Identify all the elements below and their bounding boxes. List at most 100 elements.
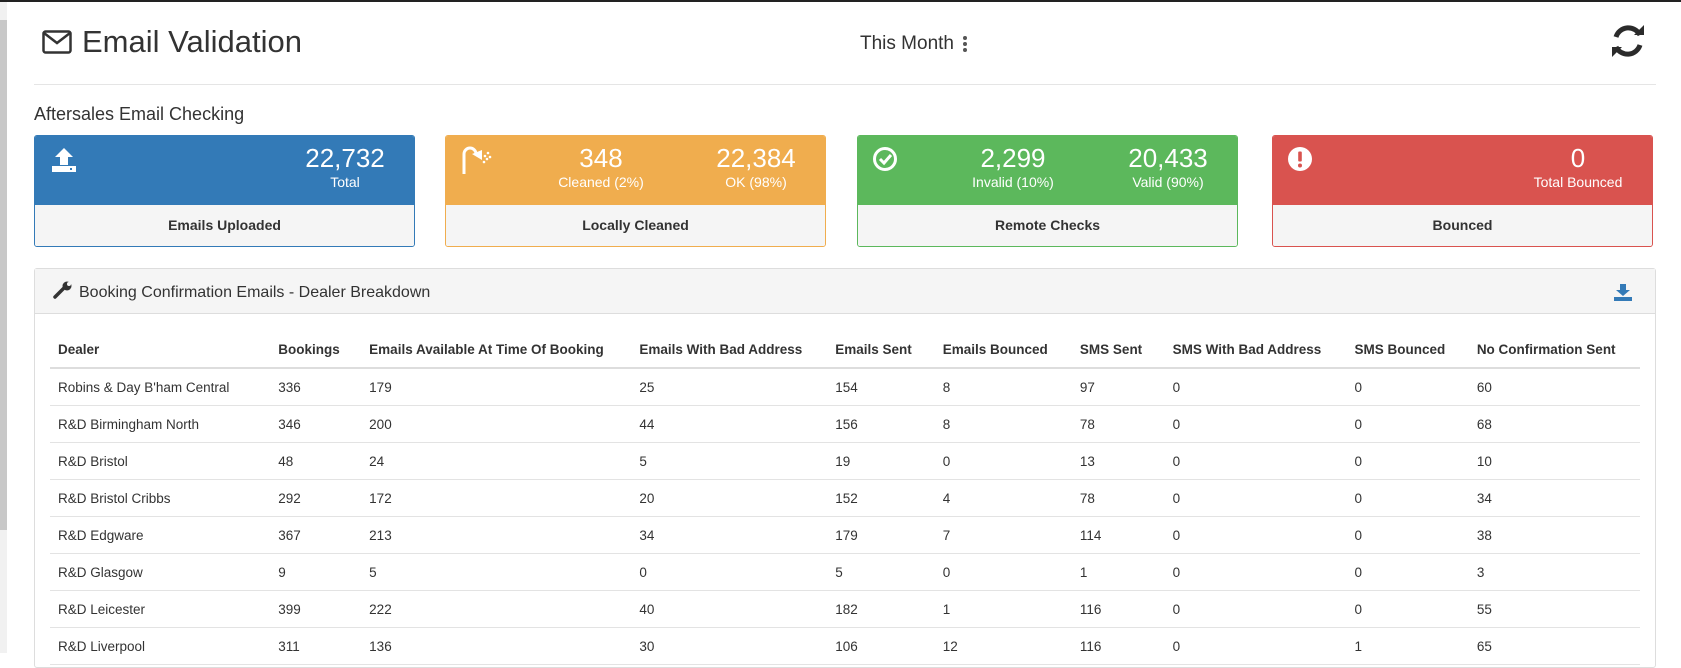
table-cell: 60: [1468, 368, 1640, 406]
table-cell: 0: [1164, 627, 1347, 665]
table-cell: 172: [361, 479, 632, 517]
stat-valid-label: Valid (90%): [1132, 174, 1204, 190]
vertical-dots-icon[interactable]: [962, 34, 967, 54]
table-cell: 34: [1468, 479, 1640, 517]
card-remote-checks-top: 2,299 Invalid (10%) 20,433 Valid (90%): [858, 136, 1237, 204]
table-cell: 5: [631, 442, 828, 480]
table-row: R&D Bristol Cribbs 292 172 20 152 4 78 0 0 34: [50, 479, 1640, 517]
dealer-name-cell: Robins & Day B'ham Central: [50, 368, 271, 406]
table-cell: 1: [1071, 553, 1165, 591]
stat-cleaned: 348 Cleaned (2%): [536, 143, 666, 191]
table-cell: 116: [1071, 590, 1165, 628]
table-row: R&D Liverpool 311 136 30 106 12 116 0 1 65: [50, 627, 1640, 665]
page-title: Email Validation: [82, 24, 302, 59]
table-cell: 0: [1346, 479, 1469, 517]
table-cell: 0: [1346, 442, 1469, 480]
upload-icon: [49, 146, 79, 176]
table-cell: 5: [361, 553, 632, 591]
table-cell: 213: [361, 516, 632, 554]
table-cell: 5: [827, 553, 935, 591]
window-top-border: [0, 0, 1681, 2]
table-cell: 13: [1071, 442, 1165, 480]
column-header[interactable]: Dealer: [50, 331, 271, 369]
table-cell: 0: [934, 442, 1072, 480]
table-cell: 0: [1346, 590, 1469, 628]
stat-ok-label: OK (98%): [725, 174, 787, 190]
table-cell: 7: [934, 516, 1072, 554]
column-header[interactable]: No Confirmation Sent: [1468, 331, 1640, 369]
panel-header: Booking Confirmation Emails - Dealer Bre…: [35, 269, 1655, 314]
dealer-name-cell: R&D Bristol Cribbs: [50, 479, 271, 517]
column-header[interactable]: SMS With Bad Address: [1164, 331, 1347, 369]
table-cell: 0: [1164, 368, 1347, 406]
card-locally-cleaned-top: 348 Cleaned (2%) 22,384 OK (98%): [446, 136, 825, 204]
table-cell: 136: [361, 627, 632, 665]
panel-title-group: Booking Confirmation Emails - Dealer Bre…: [53, 281, 430, 304]
table-cell: 48: [270, 442, 362, 480]
table-cell: 8: [934, 405, 1072, 443]
table-cell: 0: [1164, 442, 1347, 480]
title-group: Email Validation: [42, 22, 302, 62]
envelope-icon: [42, 30, 72, 54]
stat-total-value: 22,732: [305, 143, 385, 173]
table-cell: 1: [1346, 627, 1469, 665]
table-cell: 40: [631, 590, 828, 628]
table-cell: 10: [1468, 442, 1640, 480]
table-cell: 114: [1071, 516, 1165, 554]
table-cell: 0: [1346, 368, 1469, 406]
table-cell: 0: [1164, 590, 1347, 628]
stat-valid: 20,433 Valid (90%): [1098, 143, 1237, 191]
download-icon[interactable]: [1613, 282, 1633, 302]
table-cell: 399: [270, 590, 362, 628]
table-cell: 156: [827, 405, 935, 443]
scrollbar-track[interactable]: [0, 2, 7, 653]
table-cell: 292: [270, 479, 362, 517]
check-circle-icon: [872, 146, 902, 176]
dealer-name-cell: R&D Birmingham North: [50, 405, 271, 443]
table-cell: 34: [631, 516, 828, 554]
card-emails-uploaded-top: 22,732 Total: [35, 136, 414, 204]
column-header[interactable]: SMS Bounced: [1346, 331, 1469, 369]
stat-invalid-value: 2,299: [980, 143, 1046, 173]
card-footer: Locally Cleaned: [446, 204, 825, 246]
table-cell: 200: [361, 405, 632, 443]
shower-icon: [460, 146, 492, 176]
card-remote-checks: 2,299 Invalid (10%) 20,433 Valid (90%) R…: [857, 135, 1238, 247]
scrollbar-thumb[interactable]: [0, 20, 7, 530]
table-cell: 30: [631, 627, 828, 665]
wrench-icon: [53, 281, 79, 304]
card-bounced-top: 0 Total Bounced: [1273, 136, 1652, 204]
card-locally-cleaned: 348 Cleaned (2%) 22,384 OK (98%) Locally…: [445, 135, 826, 247]
refresh-icon[interactable]: [1608, 21, 1648, 61]
stat-total-bounced-label: Total Bounced: [1533, 174, 1623, 190]
stat-total: 22,732 Total: [275, 143, 414, 191]
stat-invalid-label: Invalid (10%): [972, 174, 1054, 190]
stat-total-bounced: 0 Total Bounced: [1503, 143, 1652, 191]
table-header-row: Dealer Bookings Emails Available At Time O…: [50, 331, 1640, 369]
column-header[interactable]: Emails Sent: [827, 331, 935, 369]
period-selector[interactable]: This Month: [860, 33, 967, 55]
column-header[interactable]: Emails With Bad Address: [631, 331, 828, 369]
table-cell: 346: [270, 405, 362, 443]
stat-total-label: Total: [330, 174, 360, 190]
column-header[interactable]: Bookings: [270, 331, 362, 369]
column-header[interactable]: Emails Available At Time Of Booking: [361, 331, 632, 369]
table-cell: 0: [1164, 553, 1347, 591]
stat-ok: 22,384 OK (98%): [686, 143, 825, 191]
table-cell: 78: [1071, 405, 1165, 443]
column-header[interactable]: Emails Bounced: [934, 331, 1072, 369]
table-cell: 311: [270, 627, 362, 665]
table-cell: 0: [1346, 553, 1469, 591]
dealer-name-cell: R&D Liverpool: [50, 627, 271, 665]
table-cell: 0: [1346, 516, 1469, 554]
table-cell: 3: [1468, 553, 1640, 591]
stat-ok-value: 22,384: [716, 143, 796, 173]
period-label[interactable]: This Month: [860, 33, 954, 54]
table-cell: 55: [1468, 590, 1640, 628]
dealer-breakdown-panel: Booking Confirmation Emails - Dealer Bre…: [34, 268, 1656, 668]
table-cell: 154: [827, 368, 935, 406]
table-cell: 116: [1071, 627, 1165, 665]
table-cell: 20: [631, 479, 828, 517]
column-header[interactable]: SMS Sent: [1071, 331, 1165, 369]
card-bounced: 0 Total Bounced Bounced: [1272, 135, 1653, 247]
